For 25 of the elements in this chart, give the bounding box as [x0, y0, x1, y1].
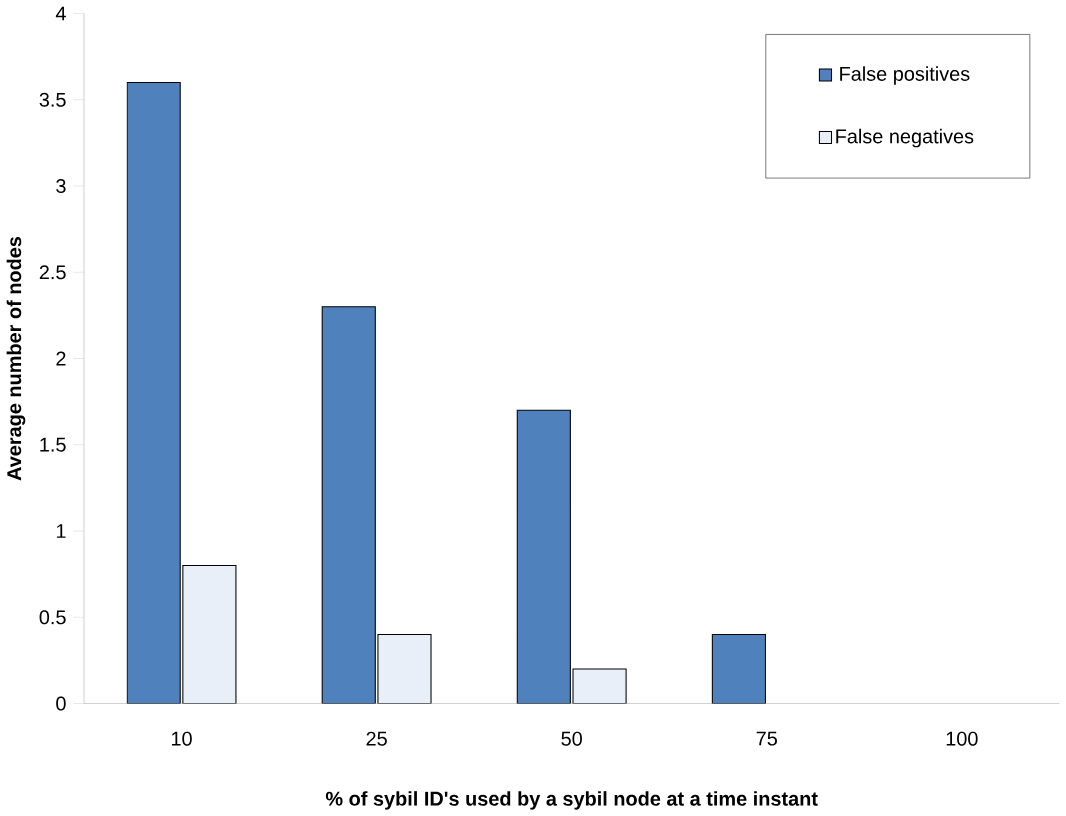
legend-label: False positives — [840, 66, 970, 85]
y-tick-label: 2.5 — [39, 265, 66, 280]
y-tick-label: 1 — [56, 524, 66, 538]
y-tick-label: 2 — [56, 351, 66, 366]
x-axis-title: % of sybil ID's used by a sybil node at a time instant — [325, 790, 818, 810]
bar — [321, 306, 376, 704]
bar — [182, 564, 237, 704]
bar — [516, 409, 571, 704]
x-tick-label: 10 — [171, 731, 192, 746]
y-tick-label: 1.5 — [40, 437, 66, 452]
y-axis-title: Average number of nodes — [6, 236, 26, 481]
x-tick-label: 50 — [561, 731, 582, 746]
bar — [711, 633, 766, 704]
bar — [377, 633, 432, 704]
y-tick-label: 4 — [55, 6, 66, 21]
legend-label: False negatives — [836, 128, 974, 148]
y-tick-label: 3.5 — [39, 92, 66, 107]
y-tick-label: 0 — [56, 696, 66, 711]
x-tick-label: 25 — [366, 731, 387, 746]
y-tick-label: 0.5 — [39, 610, 66, 625]
x-tick-label: 100 — [946, 731, 978, 746]
bar — [572, 668, 627, 704]
y-tick-label: 3 — [56, 178, 66, 193]
bar — [126, 81, 181, 704]
x-tick-label: 75 — [756, 731, 777, 746]
